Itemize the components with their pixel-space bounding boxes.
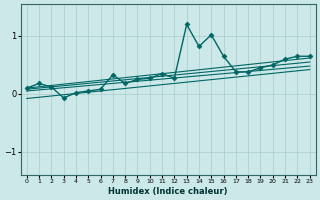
X-axis label: Humidex (Indice chaleur): Humidex (Indice chaleur) [108,187,228,196]
